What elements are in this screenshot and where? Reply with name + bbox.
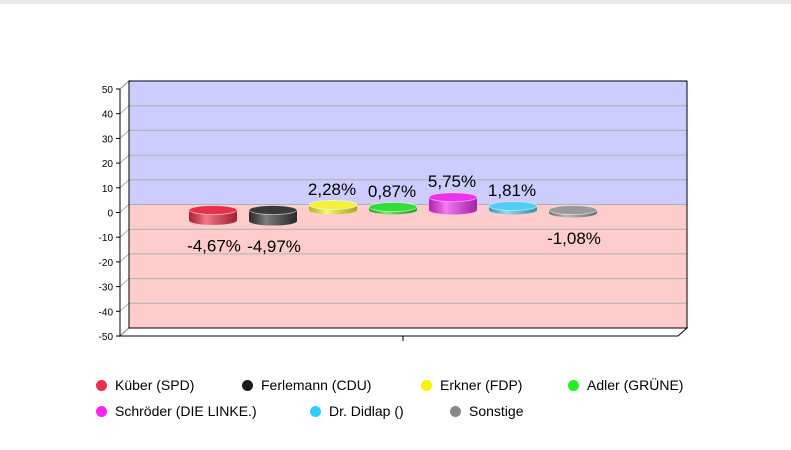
plot-bg-positive — [129, 81, 687, 205]
top-bar — [0, 0, 791, 4]
gridline-diag — [119, 327, 130, 337]
y-tick-label: 10 — [102, 184, 114, 195]
legend-label: Adler (GRÜNE) — [587, 377, 684, 393]
legend-label: Erkner (FDP) — [440, 377, 523, 393]
bar — [368, 202, 418, 215]
y-tick-labels: 50 40 30 20 10 0 -10 -20 -30 -40 -50 — [99, 85, 114, 343]
gridline-diag — [119, 228, 130, 238]
legend-dot — [421, 379, 432, 391]
legend-item-adler: Adler (GRÜNE) — [568, 377, 683, 393]
gridline-diag — [119, 204, 130, 213]
bar — [188, 205, 238, 225]
bar — [248, 205, 298, 226]
y-tick-label: 50 — [102, 85, 114, 96]
y-tick-label: -20 — [99, 258, 114, 269]
legend-dot — [242, 379, 253, 391]
value-label: -4,67% — [187, 236, 241, 255]
legend-item-kueber: Küber (SPD) — [96, 377, 194, 393]
legend-dot — [568, 379, 579, 391]
plot-background — [118, 79, 689, 338]
y-tick-label: 30 — [102, 134, 114, 145]
value-labels: -4,67% -4,97% 2,28% 0,87% 5,75% 1,81% -1,08% — [187, 172, 601, 256]
bar — [308, 200, 358, 215]
bar — [428, 192, 478, 215]
bar-shade — [429, 197, 477, 215]
gridline-diag — [119, 253, 130, 263]
legend-item-didlap: Dr. Didlap () — [310, 403, 404, 419]
legend-item-sonstige: Sonstige — [450, 403, 523, 419]
plot-back-outline — [128, 80, 688, 329]
value-label: 0,87% — [368, 182, 416, 201]
value-label: -1,08% — [547, 229, 601, 248]
legend-item-ferlemann: Ferlemann (CDU) — [242, 377, 371, 393]
gridline-diag — [119, 130, 130, 139]
gridline-diag — [119, 302, 130, 312]
gridline-diag — [119, 80, 130, 90]
y-tick-label: -50 — [99, 332, 114, 343]
gridline-diag — [119, 179, 130, 189]
value-label: 2,28% — [308, 180, 356, 199]
axes — [116, 88, 678, 341]
y-tick-label: 40 — [102, 110, 114, 121]
legend-label: Schröder (DIE LINKE.) — [115, 403, 257, 419]
bar-top — [188, 205, 238, 215]
bar-top — [368, 202, 418, 212]
gridline-diag — [119, 154, 130, 164]
plot-bg-negative — [129, 204, 687, 328]
legend-dot — [310, 405, 321, 417]
bar-top — [428, 192, 478, 203]
legend-item-schroeder: Schröder (DIE LINKE.) — [96, 403, 257, 419]
bars — [188, 192, 598, 226]
value-label: 5,75% — [428, 172, 476, 191]
legend-item-erkner: Erkner (FDP) — [421, 377, 522, 393]
y-tick-label: 20 — [102, 159, 114, 170]
value-label: -4,97% — [247, 237, 301, 256]
legend-label: Sonstige — [469, 403, 524, 419]
legend-label: Ferlemann (CDU) — [261, 377, 372, 393]
bar-top — [308, 200, 358, 210]
plot-floor — [118, 327, 689, 337]
gridline-diag — [119, 105, 130, 115]
gridline-diag — [119, 278, 130, 287]
bar-top — [248, 205, 298, 215]
bar-top — [488, 201, 538, 211]
bar — [488, 201, 538, 215]
y-tick-label: -30 — [99, 283, 114, 294]
y-tick-label: -40 — [99, 307, 114, 318]
bar — [548, 205, 598, 218]
y-tick-label: -10 — [99, 233, 114, 244]
legend-dot — [96, 405, 107, 417]
legend-dot — [450, 405, 461, 417]
legend-label: Küber (SPD) — [115, 377, 195, 393]
legend-label: Dr. Didlap () — [329, 403, 404, 419]
y-tick-label: 0 — [107, 209, 113, 220]
value-label: 1,81% — [488, 181, 536, 200]
legend-dot — [96, 379, 107, 391]
bar-top — [548, 205, 598, 215]
